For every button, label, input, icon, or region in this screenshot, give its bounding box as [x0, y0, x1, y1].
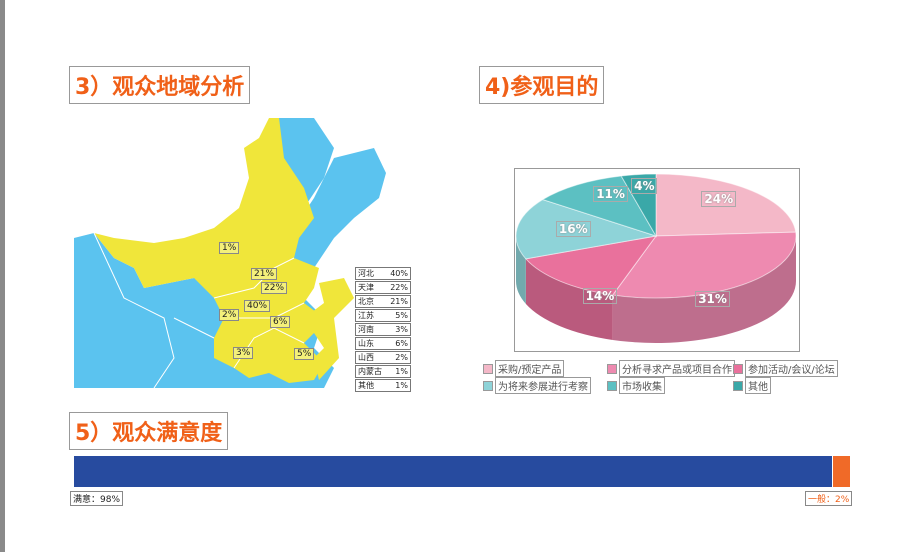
region-pct: 21%	[390, 297, 408, 306]
region-name: 山东	[358, 339, 374, 348]
map-label: 3%	[233, 347, 254, 359]
region-name: 其他	[358, 381, 374, 390]
neutral-label: 一般：2%	[805, 491, 853, 506]
legend-label: 分析寻求产品或项目合作	[619, 360, 735, 377]
region-name: 江苏	[358, 311, 374, 320]
region-title: 3）观众地域分析	[69, 66, 251, 104]
pie-slice	[655, 173, 797, 237]
region-pct: 2%	[395, 353, 408, 362]
pie-data-label: 11%	[593, 185, 628, 202]
region-row: 山西 2%	[355, 351, 411, 364]
region-name: 山西	[358, 353, 374, 362]
region-name: 天津	[358, 283, 374, 292]
map-label: 21%	[251, 268, 278, 280]
region-pct: 3%	[395, 325, 408, 334]
region-name: 北京	[358, 297, 374, 306]
legend-item: 采购/预定产品	[483, 360, 565, 377]
pie-data-label: 16%	[555, 220, 591, 237]
region-row: 河南 3%	[355, 323, 411, 336]
legend-swatch	[607, 363, 617, 374]
region-pct: 22%	[390, 283, 408, 292]
satisfied-label: 满意：98%	[70, 491, 124, 506]
region-row: 山东 6%	[355, 337, 411, 350]
legend-swatch	[483, 380, 493, 391]
pie-slice	[611, 231, 797, 299]
region-row: 天津 22%	[355, 281, 411, 294]
region-row: 其他 1%	[355, 379, 411, 392]
region-row: 江苏 5%	[355, 309, 411, 322]
region-row: 北京 21%	[355, 295, 411, 308]
legend-swatch	[607, 380, 617, 391]
pie-slice	[524, 235, 658, 296]
map-label: 6%	[270, 316, 291, 328]
legend-label: 采购/预定产品	[495, 360, 565, 377]
legend-swatch	[733, 380, 743, 391]
legend-item: 为将来参展进行考察	[483, 377, 591, 394]
legend-label: 为将来参展进行考察	[495, 377, 591, 394]
pie-side	[612, 236, 796, 343]
legend-label: 市场收集	[619, 377, 665, 394]
legend-item: 分析寻求产品或项目合作	[607, 360, 735, 377]
legend-item: 参加活动/会议/论坛	[733, 360, 838, 377]
region-pct: 1%	[395, 381, 408, 390]
pie-side	[525, 258, 613, 340]
region-row: 河北 40%	[355, 267, 411, 280]
legend-swatch	[483, 363, 493, 374]
map-label: 40%	[244, 300, 271, 312]
pie-data-label: 31%	[695, 291, 730, 308]
map-east-region	[304, 278, 354, 380]
region-pct: 1%	[395, 367, 408, 376]
map-label: 5%	[294, 348, 315, 360]
map-label: 1%	[219, 242, 240, 254]
pie-chart	[515, 173, 797, 343]
region-name: 河南	[358, 325, 374, 334]
pie-data-label: 14%	[582, 288, 618, 305]
left-edge	[0, 0, 5, 552]
satisfaction-title: 5）观众满意度	[69, 412, 229, 450]
map-label: 22%	[261, 282, 288, 294]
legend-item: 市场收集	[607, 377, 665, 394]
pie-frame	[514, 168, 800, 352]
region-row: 内蒙古 1%	[355, 365, 411, 378]
region-pct: 40%	[390, 269, 408, 278]
region-name: 内蒙古	[358, 367, 382, 376]
region-name: 河北	[358, 269, 374, 278]
legend-label: 参加活动/会议/论坛	[745, 360, 838, 377]
region-pct: 5%	[395, 311, 408, 320]
region-table: 河北 40% 天津 22% 北京 21% 江苏 5% 河南 3% 山东 6% 山西 2% 内蒙古 1% 其他 1%	[355, 267, 411, 393]
legend-item: 其他	[733, 377, 771, 394]
purpose-title: 4)参观目的	[479, 66, 605, 104]
legend-label: 其他	[745, 377, 771, 394]
satisfied-bar	[74, 456, 832, 487]
pie-slice	[620, 173, 657, 238]
pie-data-label: 4%	[631, 177, 658, 194]
legend-swatch	[733, 363, 743, 374]
pie-side	[516, 236, 526, 304]
neutral-bar	[833, 456, 850, 487]
region-pct: 6%	[395, 339, 408, 348]
map-highlight-regions	[94, 118, 324, 383]
region-map	[74, 118, 390, 388]
map-label: 2%	[219, 309, 240, 321]
pie-data-label: 24%	[701, 190, 737, 207]
pie-slice	[515, 199, 657, 260]
